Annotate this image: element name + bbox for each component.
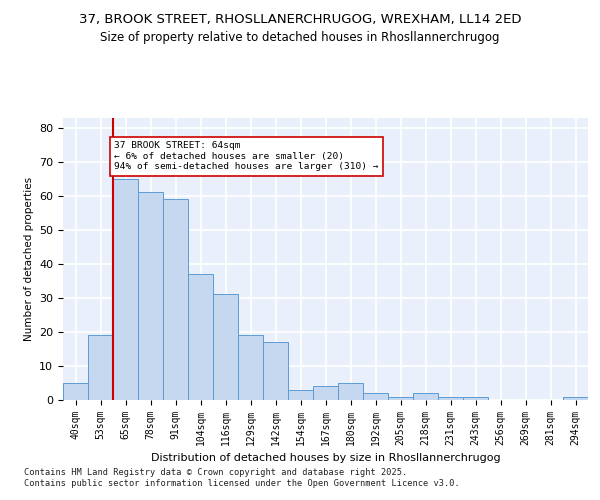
Bar xyxy=(213,294,238,400)
Bar xyxy=(413,393,438,400)
Bar xyxy=(88,336,113,400)
Text: Size of property relative to detached houses in Rhosllannerchrugog: Size of property relative to detached ho… xyxy=(100,31,500,44)
Bar xyxy=(288,390,313,400)
Bar xyxy=(188,274,213,400)
Bar xyxy=(138,192,163,400)
Bar xyxy=(238,336,263,400)
Bar xyxy=(263,342,288,400)
Y-axis label: Number of detached properties: Number of detached properties xyxy=(23,176,34,341)
Bar xyxy=(388,396,413,400)
Bar xyxy=(563,396,588,400)
Bar xyxy=(63,383,88,400)
Bar xyxy=(163,199,188,400)
Text: 37, BROOK STREET, RHOSLLANERCHRUGOG, WREXHAM, LL14 2ED: 37, BROOK STREET, RHOSLLANERCHRUGOG, WRE… xyxy=(79,12,521,26)
Bar xyxy=(463,396,488,400)
Bar xyxy=(113,179,138,400)
Bar xyxy=(313,386,338,400)
Text: Contains HM Land Registry data © Crown copyright and database right 2025.
Contai: Contains HM Land Registry data © Crown c… xyxy=(24,468,460,487)
Text: 37 BROOK STREET: 64sqm
← 6% of detached houses are smaller (20)
94% of semi-deta: 37 BROOK STREET: 64sqm ← 6% of detached … xyxy=(114,142,379,171)
Bar xyxy=(338,383,363,400)
Bar xyxy=(438,396,463,400)
Bar xyxy=(363,393,388,400)
X-axis label: Distribution of detached houses by size in Rhosllannerchrugog: Distribution of detached houses by size … xyxy=(151,454,500,464)
